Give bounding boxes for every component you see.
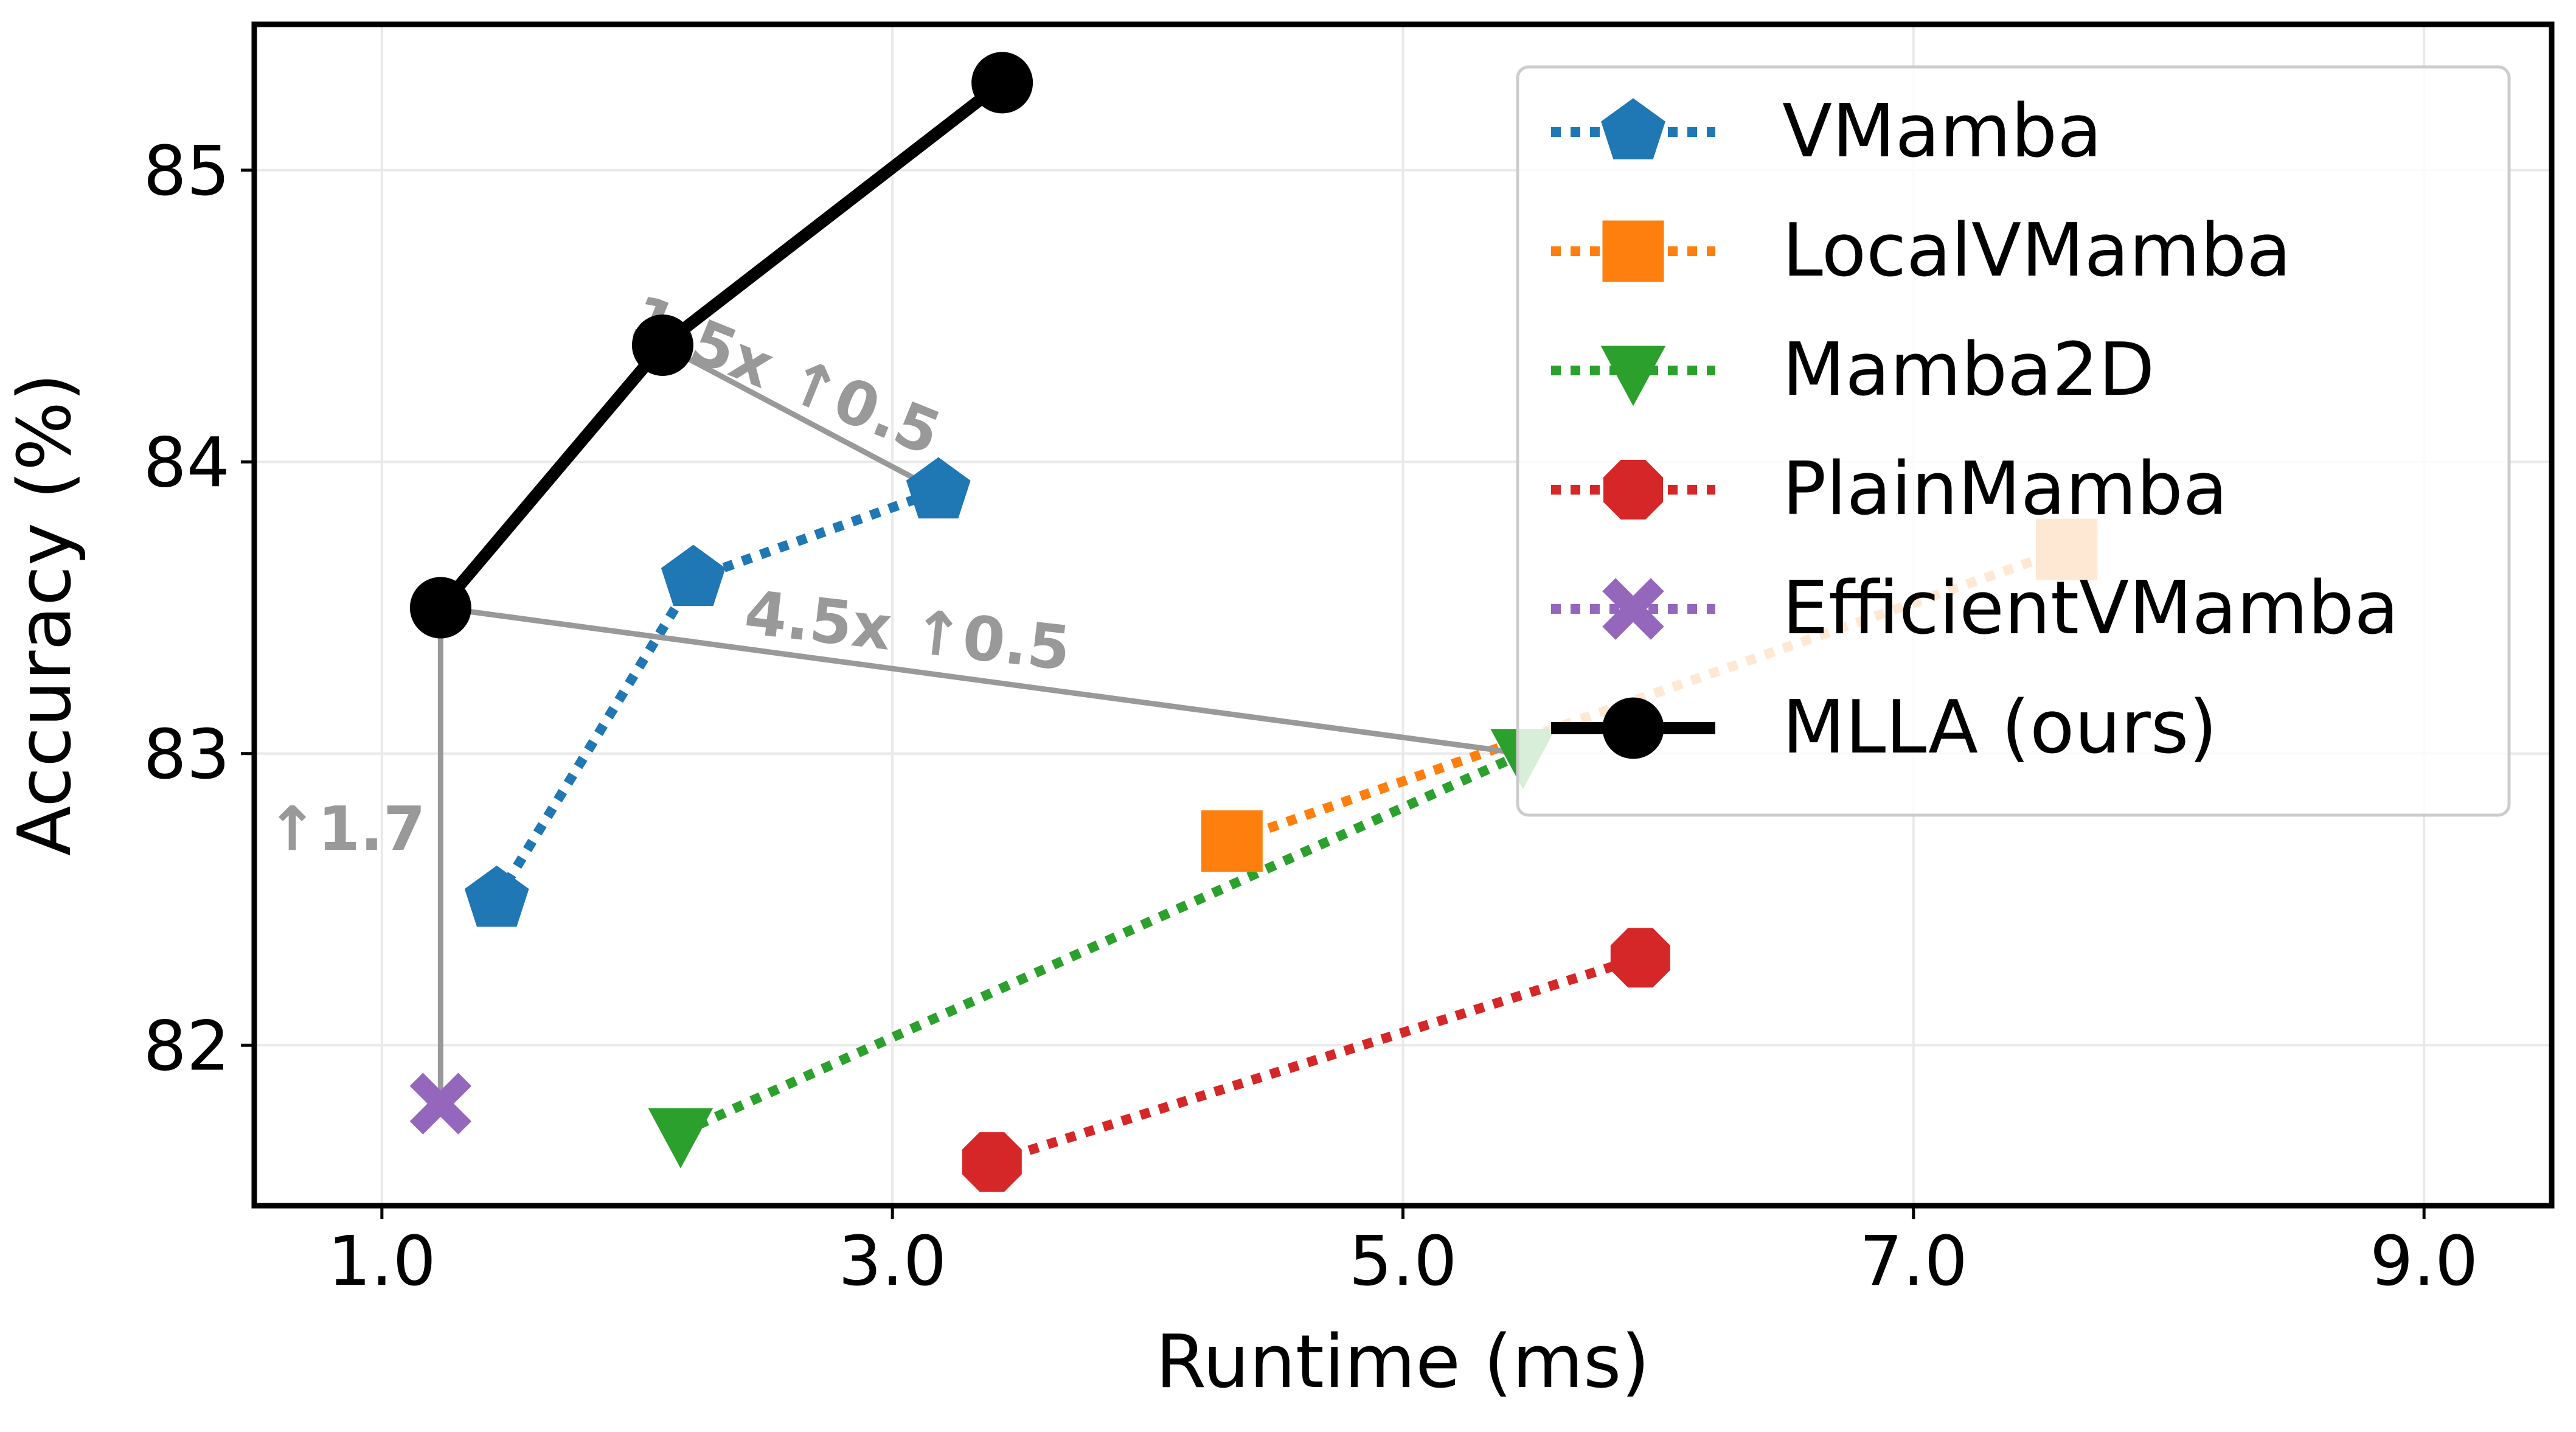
y-tick-label: 83 xyxy=(143,715,230,794)
y-tick-label: 84 xyxy=(143,423,230,502)
data-point-mlla-ours xyxy=(971,52,1033,114)
x-tick-label: 1.0 xyxy=(328,1222,436,1301)
x-tick-label: 9.0 xyxy=(2370,1222,2478,1301)
y-tick-label: 82 xyxy=(143,1007,230,1086)
y-axis-ticks: 82 83 84 85 xyxy=(143,132,254,1086)
data-point-vmamba xyxy=(661,544,726,607)
legend-marker-plainmamba xyxy=(1603,460,1663,520)
annotation-label: ↑1.7 xyxy=(267,793,426,864)
legend-label-mlla-ours: MLLA (ours) xyxy=(1782,686,2217,770)
legend-label-localvmamba: LocalVMamba xyxy=(1782,209,2291,293)
data-point-plainmamba xyxy=(962,1132,1022,1192)
y-axis-label: Accuracy (%) xyxy=(3,373,88,856)
legend-box xyxy=(1516,65,2511,817)
legend-marker-vmamba xyxy=(1601,98,1665,159)
legend-marker-efficientvmamba xyxy=(1602,578,1664,640)
y-tick-label: 85 xyxy=(143,132,230,211)
data-point-mlla-ours xyxy=(409,577,471,639)
x-tick-label: 7.0 xyxy=(1859,1222,1968,1301)
data-point-vmamba xyxy=(464,865,529,927)
legend-label-mamba2d: Mamba2D xyxy=(1782,328,2154,412)
data-point-vmamba xyxy=(906,457,971,519)
data-point-mlla-ours xyxy=(631,314,693,376)
legend-marker-mamba2d xyxy=(1600,346,1666,406)
annotation-arrow xyxy=(440,605,1522,757)
legend-marker-mlla-ours xyxy=(1602,697,1664,759)
data-point-localvmamba xyxy=(1201,810,1263,872)
x-axis-label: Runtime (ms) xyxy=(1156,1320,1650,1405)
legend: VMamba LocalVMamba Mamba2D PlainMamba Effici… xyxy=(1516,65,2511,817)
x-tick-label: 5.0 xyxy=(1349,1222,1457,1301)
legend-label-vmamba: VMamba xyxy=(1782,89,2102,174)
data-point-efficientvmamba xyxy=(409,1072,472,1135)
legend-label-plainmamba: PlainMamba xyxy=(1782,447,2227,532)
series-line-plainmamba xyxy=(990,953,1642,1167)
x-tick-label: 3.0 xyxy=(838,1222,946,1301)
annotation-arrow xyxy=(661,342,940,494)
legend-label-efficientvmamba: EfficientVMamba xyxy=(1782,566,2399,651)
legend-marker-localvmamba xyxy=(1602,220,1664,282)
data-point-plainmamba xyxy=(1610,928,1670,988)
x-axis-ticks: 1.0 3.0 5.0 7.0 9.0 xyxy=(328,1206,2478,1301)
data-point-mamba2d xyxy=(648,1108,713,1169)
plot-frame xyxy=(251,21,2555,1209)
